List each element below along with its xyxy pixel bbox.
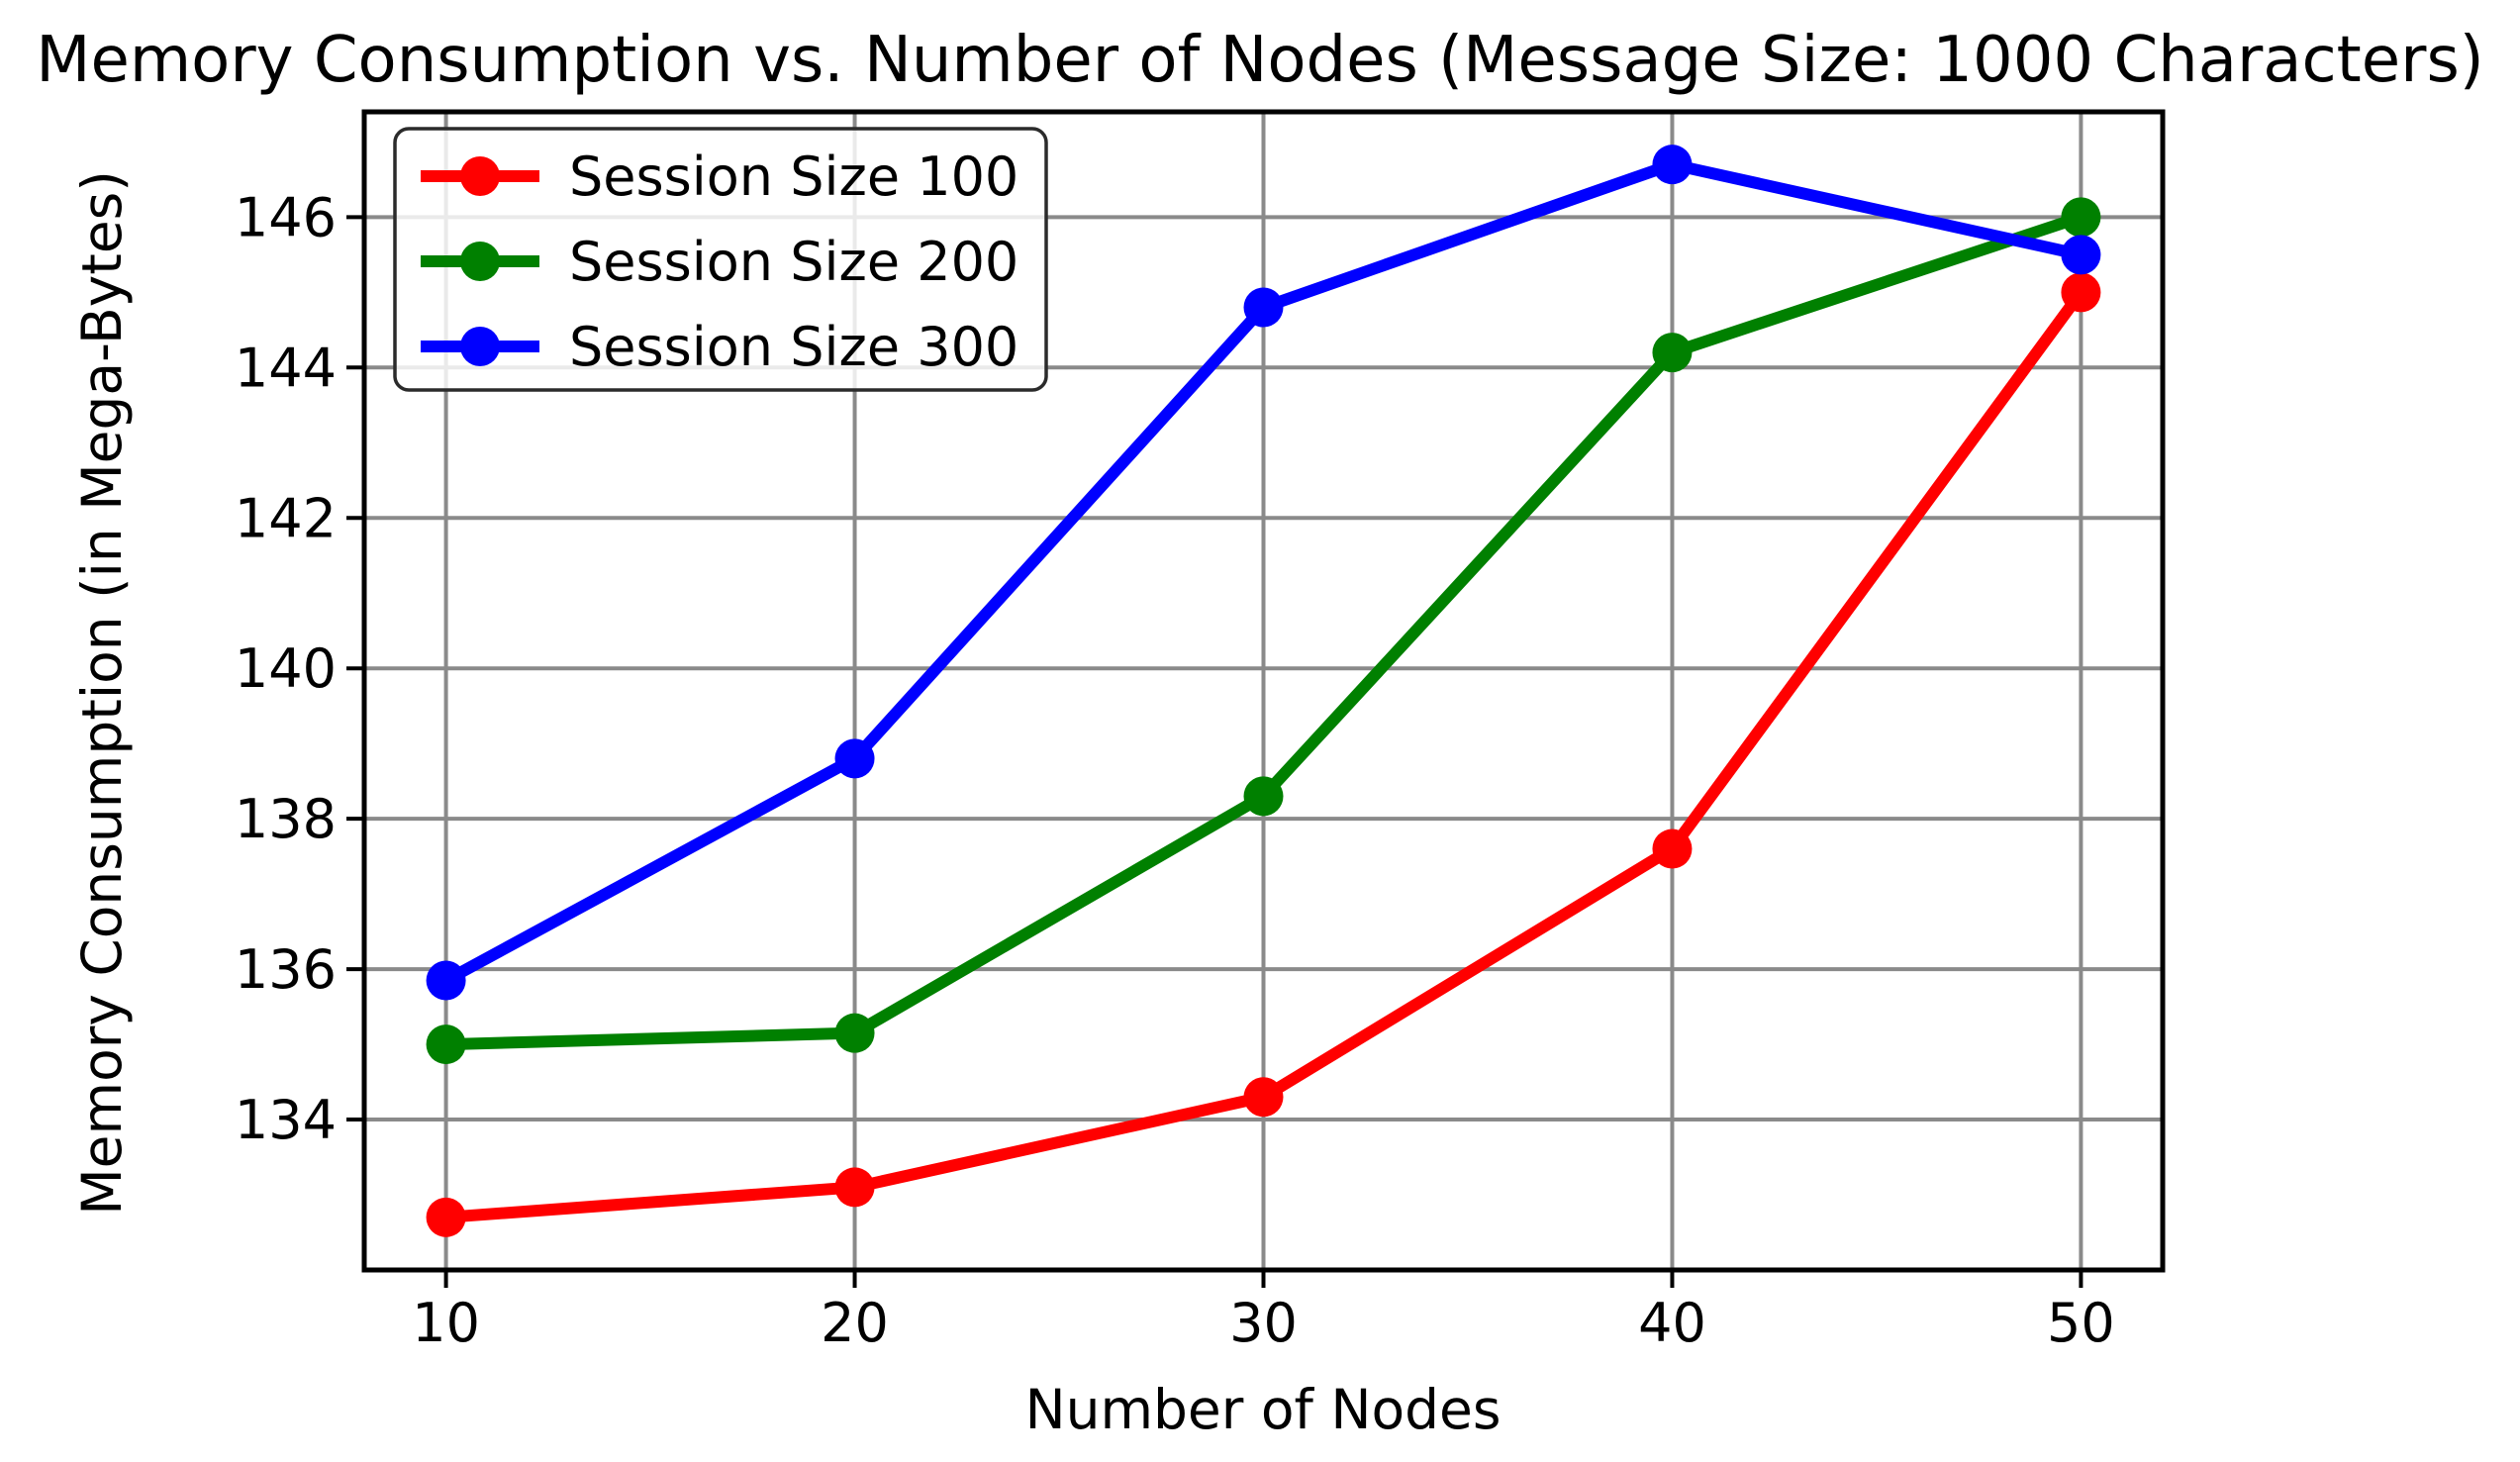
legend-marker-session-size-200: [460, 242, 500, 281]
data-point-session-size-200-x10: [426, 1024, 466, 1065]
y-tick-label-136: 136: [235, 938, 337, 1001]
y-tick-label-138: 138: [235, 788, 337, 850]
data-point-session-size-200-x40: [1652, 333, 1693, 373]
data-point-session-size-200-x30: [1243, 776, 1284, 817]
y-tick-label-146: 146: [235, 186, 337, 248]
legend-item-session-size-100: Session Size 100: [421, 146, 1018, 208]
x-tick-label-20: 20: [821, 1292, 889, 1354]
x-axis-label: Number of Nodes: [1024, 1378, 1501, 1441]
legend-item-session-size-200: Session Size 200: [421, 231, 1018, 293]
x-tick-label-50: 50: [2047, 1292, 2115, 1354]
legend-label-session-size-300: Session Size 300: [569, 316, 1018, 378]
chart-title: Memory Consumption vs. Number of Nodes (…: [36, 24, 2484, 97]
legend-marker-session-size-300: [460, 327, 500, 366]
data-point-session-size-200-x50: [2061, 197, 2101, 238]
data-point-session-size-100-x40: [1652, 828, 1693, 869]
data-point-session-size-100-x30: [1243, 1077, 1284, 1118]
y-axis-label: Memory Consumption (in Mega-Bytes): [70, 170, 134, 1216]
x-tick-label-40: 40: [1638, 1292, 1706, 1354]
legend-frame: [393, 127, 1048, 392]
y-tick-label-142: 142: [235, 487, 337, 549]
data-point-session-size-100-x50: [2061, 272, 2101, 313]
data-point-session-size-300-x20: [834, 738, 875, 779]
y-tick-label-140: 140: [235, 637, 337, 700]
data-point-session-size-300-x30: [1243, 287, 1284, 328]
legend-label-session-size-200: Session Size 200: [569, 231, 1018, 293]
legend: Session Size 100 Session Size 200 Session …: [393, 127, 1048, 392]
ticks-group: 10 20 30 40 50 134 136 138 140 142 144 146: [235, 186, 2115, 1354]
legend-label-session-size-100: Session Size 100: [569, 146, 1018, 208]
legend-marker-session-size-100: [460, 156, 500, 196]
data-point-session-size-300-x50: [2061, 235, 2101, 275]
plot-border: [361, 109, 2166, 1273]
y-tick-label-134: 134: [235, 1089, 337, 1151]
data-point-session-size-100-x20: [834, 1167, 875, 1208]
legend-item-session-size-300: Session Size 300: [421, 316, 1018, 378]
data-point-session-size-100-x10: [426, 1197, 466, 1237]
series-group: [426, 145, 2101, 1237]
y-tick-label-144: 144: [235, 337, 337, 399]
data-point-session-size-300-x40: [1652, 145, 1693, 185]
x-tick-label-30: 30: [1229, 1292, 1298, 1354]
x-tick-label-10: 10: [412, 1292, 480, 1354]
data-point-session-size-200-x20: [834, 1013, 875, 1053]
data-point-session-size-300-x10: [426, 960, 466, 1001]
